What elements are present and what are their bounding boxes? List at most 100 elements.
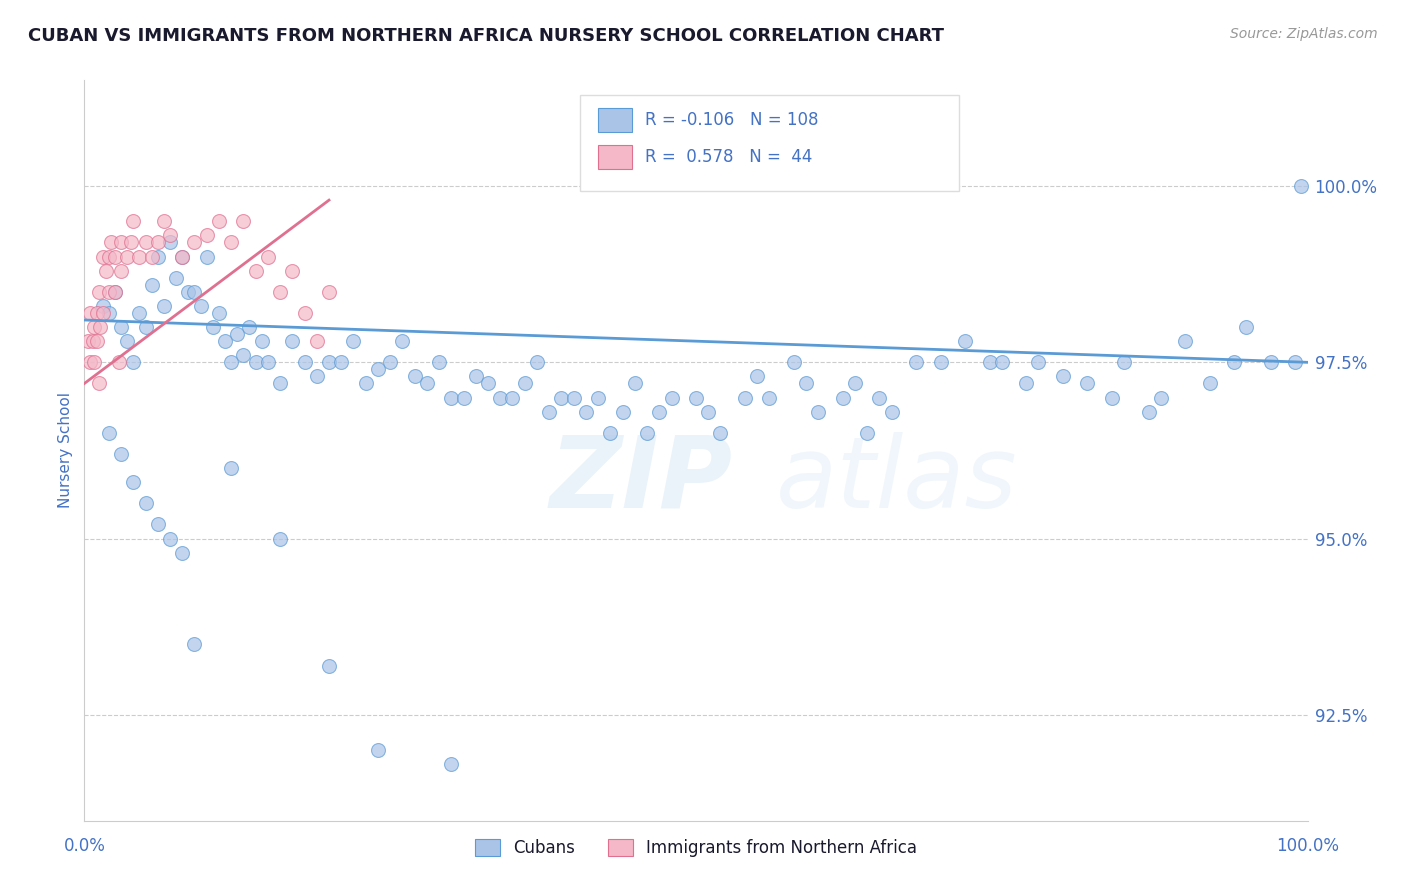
Point xyxy=(929,355,952,369)
Point xyxy=(330,355,353,369)
Point xyxy=(226,327,249,342)
Point xyxy=(141,277,163,292)
Point xyxy=(201,320,224,334)
Point xyxy=(87,376,110,391)
Point xyxy=(880,405,903,419)
Point xyxy=(1015,376,1038,391)
Point xyxy=(636,425,658,440)
Point xyxy=(183,235,205,250)
Point xyxy=(97,250,120,264)
Point xyxy=(208,214,231,228)
Point xyxy=(83,320,105,334)
Point xyxy=(1052,369,1074,384)
Point xyxy=(219,461,242,475)
Point xyxy=(91,306,114,320)
Point xyxy=(219,355,242,369)
Point xyxy=(195,250,218,264)
Point xyxy=(294,306,316,320)
Text: atlas: atlas xyxy=(776,432,1017,529)
Point xyxy=(135,235,157,250)
Point xyxy=(1223,355,1246,369)
Point xyxy=(685,391,707,405)
Point xyxy=(709,425,731,440)
Point xyxy=(294,355,316,369)
Point xyxy=(1284,355,1306,369)
Point xyxy=(165,270,187,285)
Point xyxy=(354,376,377,391)
Point xyxy=(318,285,340,299)
Point xyxy=(135,320,157,334)
Point xyxy=(86,306,108,320)
Point xyxy=(1076,376,1098,391)
Point xyxy=(477,376,499,391)
Point xyxy=(159,228,181,243)
Text: CUBAN VS IMMIGRANTS FROM NORTHERN AFRICA NURSERY SCHOOL CORRELATION CHART: CUBAN VS IMMIGRANTS FROM NORTHERN AFRICA… xyxy=(28,27,943,45)
Point xyxy=(122,475,145,490)
Point xyxy=(305,369,328,384)
Point xyxy=(869,391,891,405)
Point xyxy=(79,355,101,369)
Point xyxy=(502,391,524,405)
Point xyxy=(257,250,280,264)
Point xyxy=(257,355,280,369)
Point xyxy=(513,376,536,391)
Point xyxy=(269,376,291,391)
Bar xyxy=(598,109,633,132)
Point xyxy=(177,285,200,299)
Point xyxy=(97,285,120,299)
Point xyxy=(453,391,475,405)
Point xyxy=(697,405,720,419)
Point xyxy=(734,391,756,405)
Point xyxy=(1028,355,1050,369)
Y-axis label: Nursery School: Nursery School xyxy=(58,392,73,508)
Point xyxy=(104,250,127,264)
Point xyxy=(380,355,402,369)
Point xyxy=(624,376,647,391)
Point xyxy=(190,299,212,313)
Point xyxy=(416,376,439,391)
Point xyxy=(104,285,127,299)
Point xyxy=(183,285,205,299)
Point xyxy=(87,285,110,299)
Point xyxy=(146,517,169,532)
Point xyxy=(1137,405,1160,419)
Point xyxy=(110,235,132,250)
Point xyxy=(122,214,145,228)
Point xyxy=(758,391,780,405)
Point xyxy=(128,306,150,320)
Point xyxy=(794,376,817,391)
Point xyxy=(232,214,254,228)
Point xyxy=(250,334,273,348)
Point xyxy=(599,425,621,440)
Point xyxy=(391,334,413,348)
Text: R =  0.578   N =  44: R = 0.578 N = 44 xyxy=(644,147,813,166)
Point xyxy=(172,250,194,264)
Point xyxy=(661,391,683,405)
Point xyxy=(747,369,769,384)
Bar xyxy=(598,145,633,169)
Point xyxy=(612,405,634,419)
Point xyxy=(440,757,463,772)
Point xyxy=(550,391,572,405)
Point xyxy=(208,306,231,320)
Point xyxy=(856,425,879,440)
Point xyxy=(120,235,142,250)
Text: Source: ZipAtlas.com: Source: ZipAtlas.com xyxy=(1230,27,1378,41)
Point xyxy=(281,263,304,277)
Text: ZIP: ZIP xyxy=(550,432,733,529)
Point xyxy=(122,355,145,369)
Point xyxy=(110,320,132,334)
Point xyxy=(91,299,114,313)
Point xyxy=(1198,376,1220,391)
Point xyxy=(135,496,157,510)
Point xyxy=(107,355,129,369)
FancyBboxPatch shape xyxy=(579,95,959,191)
Point xyxy=(318,355,340,369)
Point xyxy=(427,355,450,369)
Point xyxy=(1114,355,1136,369)
Point xyxy=(269,285,291,299)
Point xyxy=(648,405,671,419)
Point xyxy=(153,214,176,228)
Point xyxy=(86,334,108,348)
Point xyxy=(440,391,463,405)
